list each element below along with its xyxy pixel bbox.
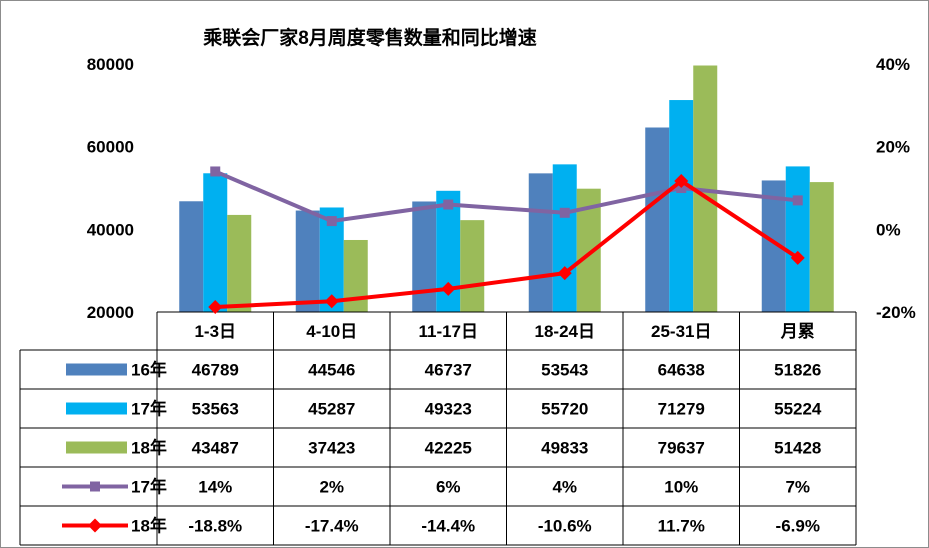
table-cell: 43487 bbox=[192, 439, 239, 458]
table-cell: 4% bbox=[552, 478, 577, 497]
table-cell: 10% bbox=[664, 478, 698, 497]
line-marker bbox=[790, 250, 805, 265]
bar bbox=[552, 164, 577, 312]
table-cell: 11.7% bbox=[658, 517, 705, 536]
bar bbox=[460, 220, 485, 312]
y-left-tick-label: 80000 bbox=[87, 55, 134, 74]
table-cell: 64638 bbox=[658, 361, 705, 380]
legend-key-bar bbox=[66, 363, 127, 376]
legend-label: 16年 bbox=[131, 360, 167, 380]
table-cell: 2% bbox=[319, 478, 344, 497]
y-right-tick-label: 40% bbox=[876, 55, 910, 74]
line-marker bbox=[324, 294, 339, 309]
line-marker bbox=[792, 195, 803, 206]
line-marker bbox=[676, 183, 687, 193]
table-cell: -10.6% bbox=[538, 517, 592, 536]
bar bbox=[528, 173, 553, 312]
table-cell: 79637 bbox=[658, 439, 705, 458]
bar bbox=[645, 127, 670, 312]
y-left-tick-label: 20000 bbox=[87, 303, 134, 322]
table-cell: -6.9% bbox=[776, 517, 820, 536]
series-line bbox=[214, 169, 798, 224]
table-cell: 6% bbox=[436, 478, 461, 497]
bar bbox=[179, 201, 204, 312]
line-marker bbox=[208, 300, 223, 315]
table-cell: 49323 bbox=[425, 400, 472, 419]
bar bbox=[412, 201, 437, 312]
line-marker bbox=[326, 216, 337, 227]
bar bbox=[295, 210, 320, 312]
line-marker bbox=[557, 266, 572, 281]
legend-label: 18年 bbox=[131, 438, 167, 458]
legend-key-marker bbox=[88, 518, 102, 533]
table-cell: 55720 bbox=[541, 400, 588, 419]
legend-key-bar bbox=[66, 441, 127, 454]
table-cell: -18.8% bbox=[188, 517, 242, 536]
legend-label: 18年 bbox=[131, 516, 167, 536]
table-cell: 37423 bbox=[308, 439, 355, 458]
table-cell: 7% bbox=[785, 478, 810, 497]
line-marker bbox=[210, 166, 221, 177]
legend-key-marker bbox=[90, 481, 100, 492]
line-marker bbox=[674, 173, 689, 188]
category-label: 25-31日 bbox=[651, 322, 711, 341]
legend-key-bar bbox=[66, 402, 127, 415]
table-cell: -14.4% bbox=[421, 517, 475, 536]
y-left-tick-label: 40000 bbox=[87, 220, 134, 239]
line-marker bbox=[559, 207, 570, 218]
table-cell: 51826 bbox=[774, 361, 821, 380]
table-cell: 46789 bbox=[192, 361, 239, 380]
line-marker bbox=[441, 281, 456, 296]
series-line bbox=[215, 178, 799, 310]
table-cell: 51428 bbox=[774, 439, 821, 458]
category-label: 月累 bbox=[780, 322, 815, 341]
category-label: 4-10日 bbox=[306, 322, 357, 341]
line-marker bbox=[443, 199, 454, 210]
bar bbox=[203, 173, 228, 312]
table-cell: 46737 bbox=[425, 361, 472, 380]
table-cell: 53543 bbox=[541, 361, 588, 380]
y-right-tick-label: 20% bbox=[876, 138, 910, 157]
table-cell: -17.4% bbox=[305, 517, 359, 536]
table-cell: 49833 bbox=[541, 439, 588, 458]
table-cell: 44546 bbox=[308, 361, 355, 380]
category-label: 18-24日 bbox=[535, 322, 595, 341]
chart-title: 乘联会厂家8月周度零售数量和同比增速 bbox=[202, 26, 537, 49]
bar bbox=[669, 100, 694, 312]
category-label: 11-17日 bbox=[418, 322, 478, 341]
category-label: 1-3日 bbox=[194, 322, 236, 341]
y-left-tick-label: 60000 bbox=[87, 138, 134, 157]
y-right-tick-label: 0% bbox=[876, 220, 901, 239]
bar bbox=[809, 182, 834, 312]
table-cell: 42225 bbox=[425, 439, 472, 458]
table-cell: 71279 bbox=[658, 400, 705, 419]
bar bbox=[785, 166, 810, 312]
legend-label: 17年 bbox=[131, 477, 167, 497]
legend-label: 17年 bbox=[131, 399, 167, 419]
y-right-tick-label: -20% bbox=[876, 303, 916, 322]
table-cell: 45287 bbox=[308, 400, 355, 419]
table-cell: 14% bbox=[198, 478, 232, 497]
table-cell: 55224 bbox=[774, 400, 822, 419]
table-cell: 53563 bbox=[192, 400, 239, 419]
bar bbox=[227, 214, 252, 312]
